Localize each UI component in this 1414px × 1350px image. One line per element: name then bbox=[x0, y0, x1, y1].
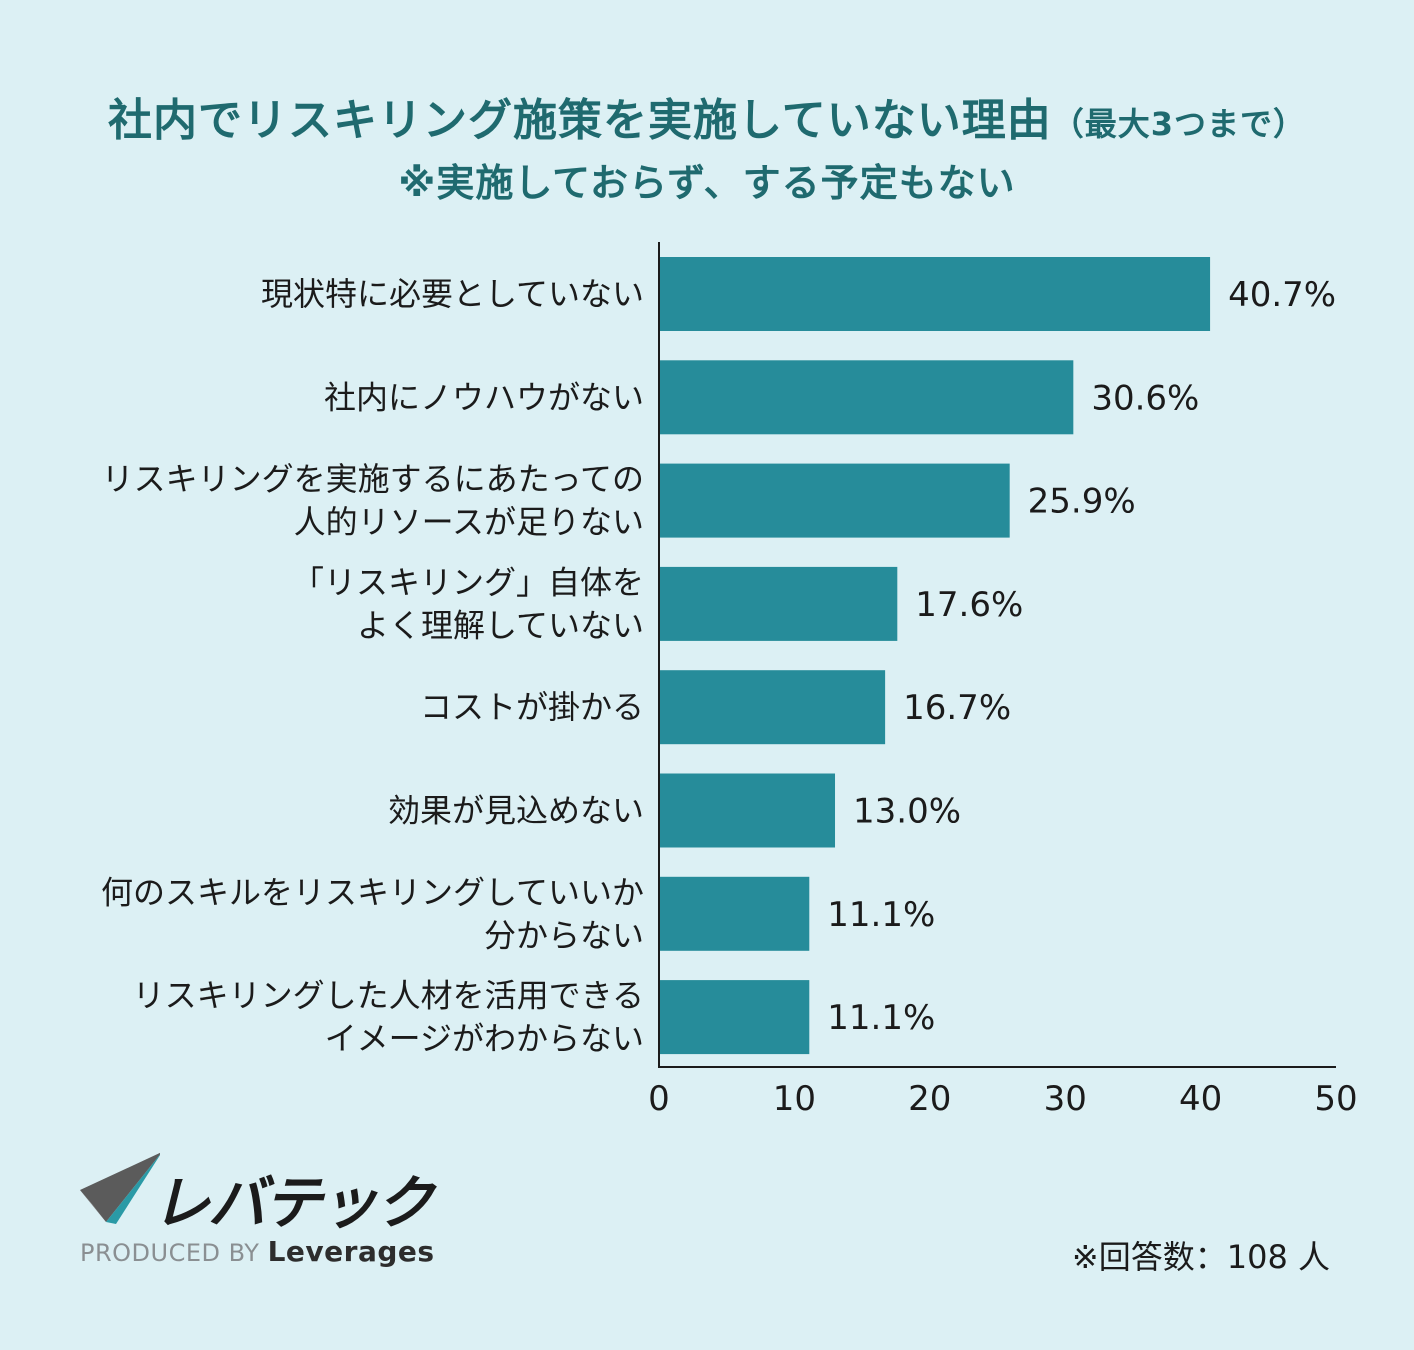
x-tick-label-30: 30 bbox=[1044, 1079, 1087, 1119]
category-label-8-line-1: リスキリングした人材を活用できる bbox=[133, 977, 644, 1015]
category-label-6-line-1: 効果が見込めない bbox=[388, 792, 644, 830]
x-tick-label-40: 40 bbox=[1179, 1079, 1222, 1119]
value-label-8: 11.1% bbox=[827, 998, 935, 1038]
category-label-3-line-1: リスキリングを実施するにあたっての bbox=[102, 460, 644, 498]
chart-title-suffix: （最大3つまで） bbox=[1051, 105, 1306, 143]
category-label-5-line-1: コストが掛かる bbox=[420, 688, 644, 726]
chart-subtitle: ※実施しておらず、する予定もない bbox=[398, 161, 1016, 205]
category-label-1-line-1: 現状特に必要としていない bbox=[261, 275, 644, 313]
bar-8 bbox=[659, 980, 810, 1055]
x-tick-label-50: 50 bbox=[1314, 1079, 1357, 1119]
category-label-2-line-1: 社内にノウハウがない bbox=[324, 378, 644, 416]
value-label-5: 16.7% bbox=[903, 688, 1011, 728]
value-label-4: 17.6% bbox=[915, 585, 1023, 625]
value-label-6: 13.0% bbox=[853, 792, 961, 832]
respondent-count-note: ※回答数：108 人 bbox=[1071, 1238, 1330, 1276]
category-label-3-line-2: 人的リソースが足りない bbox=[294, 503, 644, 541]
category-label-4-line-1: 「リスキリング」自体を bbox=[292, 563, 644, 601]
produced-by-text: PRODUCED BY bbox=[80, 1239, 260, 1267]
x-tick-label-10: 10 bbox=[773, 1079, 816, 1119]
category-label-8-line-2: イメージがわからない bbox=[325, 1020, 644, 1058]
x-tick-label-20: 20 bbox=[908, 1079, 951, 1119]
x-tick-label-0: 0 bbox=[648, 1079, 670, 1119]
value-label-1: 40.7% bbox=[1228, 275, 1336, 315]
levtech-logo bbox=[80, 1150, 440, 1270]
value-label-2: 30.6% bbox=[1091, 378, 1199, 418]
category-label-7-line-1: 何のスキルをリスキリングしていいか bbox=[101, 873, 644, 911]
value-label-3: 25.9% bbox=[1028, 482, 1136, 522]
brand-name: Leverages bbox=[267, 1235, 435, 1268]
bar-1 bbox=[659, 257, 1211, 331]
value-label-7: 11.1% bbox=[827, 895, 935, 935]
chart-title: 社内でリスキリング施策を実施していない理由（最大3つまで） bbox=[0, 84, 1414, 148]
bar-6 bbox=[659, 773, 836, 848]
chart-title-main: 社内でリスキリング施策を実施していない理由 bbox=[108, 95, 1052, 146]
logo-produced-by: PRODUCED BY Leverages bbox=[80, 1235, 435, 1268]
bar-4 bbox=[659, 566, 898, 641]
logo-mark-icon bbox=[80, 1152, 160, 1224]
bar-2 bbox=[659, 360, 1074, 435]
bar-7 bbox=[659, 876, 810, 951]
bar-5 bbox=[659, 670, 886, 745]
logo-wordmark: レバテック bbox=[152, 1169, 434, 1237]
bar-3 bbox=[659, 463, 1010, 538]
category-label-4-line-2: よく理解していない bbox=[357, 606, 644, 644]
category-label-7-line-2: 分からない bbox=[484, 916, 644, 954]
bar-chart: 40.7% 現状特に必要としていない 30.6% 社内にノウハウがない 25.9% リスキ… bbox=[101, 242, 1358, 1119]
